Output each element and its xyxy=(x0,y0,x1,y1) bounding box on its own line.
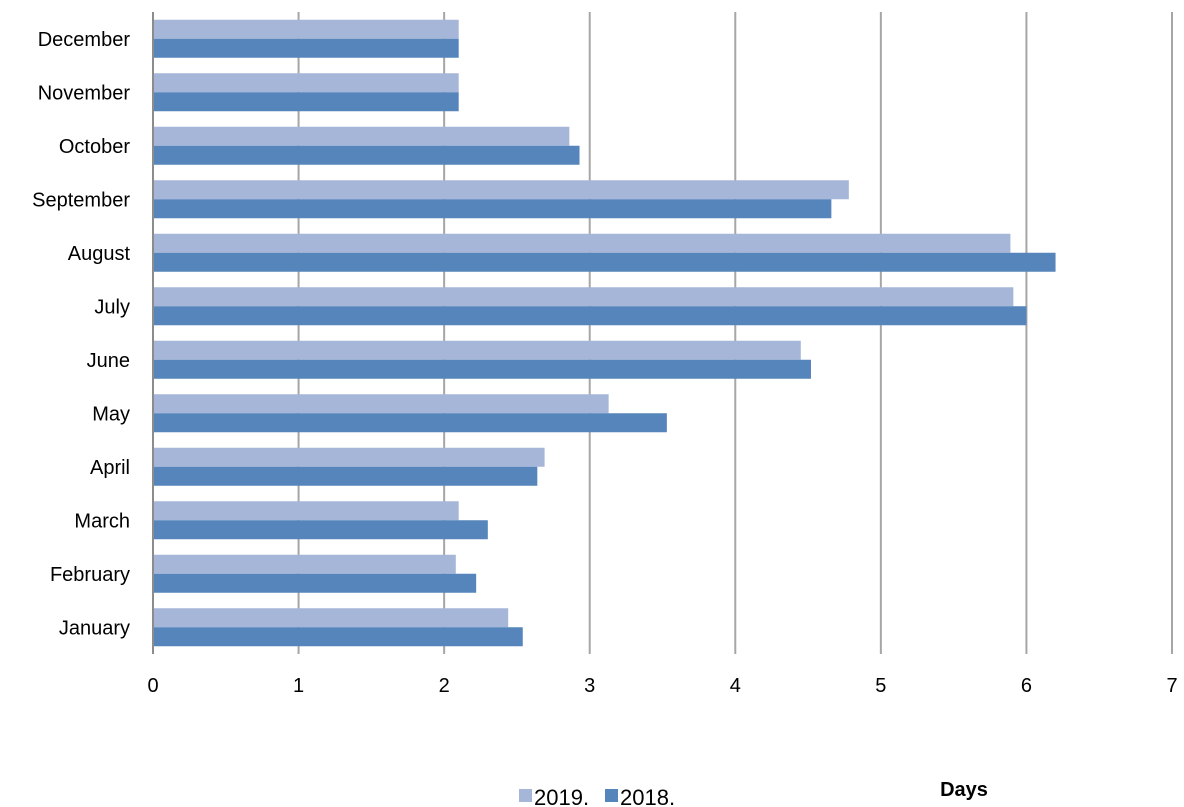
bar xyxy=(153,73,459,93)
bar xyxy=(153,501,459,521)
bar xyxy=(153,573,477,593)
bars xyxy=(153,19,1056,647)
grid-lines xyxy=(297,12,1173,654)
bar xyxy=(153,627,523,647)
legend-label: 2018. xyxy=(620,785,675,807)
bar xyxy=(153,38,459,58)
bar xyxy=(153,145,580,165)
bar xyxy=(153,359,811,379)
x-tick-label: 6 xyxy=(1021,675,1032,697)
y-tick-label: September xyxy=(32,189,130,211)
y-tick-label: November xyxy=(38,82,131,104)
bar xyxy=(153,466,538,486)
y-tick-label: December xyxy=(38,29,131,51)
y-tick-label: July xyxy=(94,296,130,318)
y-tick-label: May xyxy=(92,403,130,425)
bar xyxy=(153,306,1027,326)
x-tick-label: 2 xyxy=(439,675,450,697)
bar xyxy=(153,252,1056,272)
bar xyxy=(153,413,667,433)
bar xyxy=(153,19,459,39)
bar xyxy=(153,199,832,219)
y-tick-label: February xyxy=(50,564,130,586)
y-tick-label: April xyxy=(90,457,130,479)
bar xyxy=(153,394,609,414)
x-tick-label: 7 xyxy=(1166,675,1177,697)
legend: 2019. 2018. xyxy=(519,785,675,807)
legend-swatch xyxy=(605,789,618,802)
bar xyxy=(153,520,488,540)
bar xyxy=(153,92,459,112)
legend-swatch xyxy=(519,789,532,802)
x-tick-label: 0 xyxy=(147,675,158,697)
y-tick-label: October xyxy=(59,136,130,158)
x-tick-label: 3 xyxy=(584,675,595,697)
y-tick-label: March xyxy=(74,510,130,532)
x-tick-label: 4 xyxy=(730,675,741,697)
x-tick-labels: 0 1 2 3 4 5 6 7 xyxy=(147,675,1177,697)
y-tick-label: January xyxy=(59,617,130,639)
bar xyxy=(153,340,801,360)
bar xyxy=(153,447,545,467)
bar xyxy=(153,287,1014,307)
y-tick-label: August xyxy=(68,243,131,265)
y-tick-labels: January February March April May June July Augu… xyxy=(32,29,130,640)
bar xyxy=(153,180,849,200)
x-axis-title: Days xyxy=(940,779,988,801)
legend-label: 2019. xyxy=(534,785,589,807)
y-tick-label: June xyxy=(87,350,130,372)
x-tick-label: 1 xyxy=(293,675,304,697)
bar xyxy=(153,554,456,574)
bar xyxy=(153,608,509,628)
x-tick-label: 5 xyxy=(875,675,886,697)
bar xyxy=(153,233,1011,253)
bar xyxy=(153,126,570,146)
